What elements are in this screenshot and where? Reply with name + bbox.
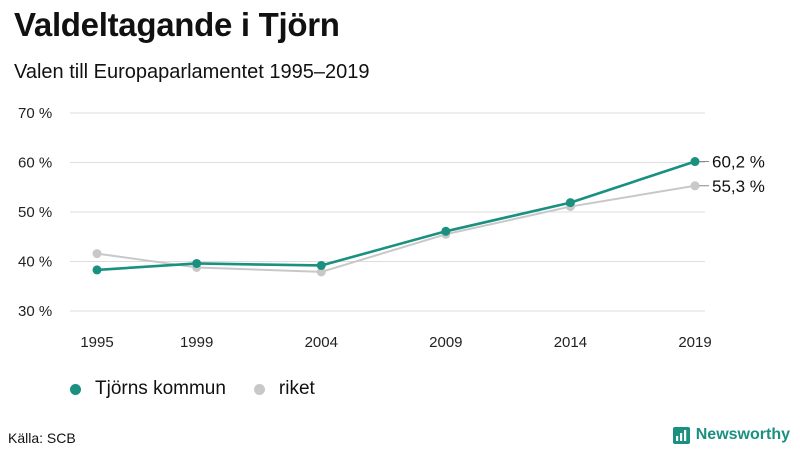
- data-point-riket: [92, 249, 102, 259]
- x-tick-label: 2014: [554, 334, 587, 351]
- legend-item-riket[interactable]: riket: [253, 378, 315, 400]
- y-tick-label: 60 %: [18, 155, 52, 172]
- x-tick-label: 2019: [678, 334, 711, 351]
- x-tick-label: 2009: [429, 334, 462, 351]
- chart-subtitle: Valen till Europaparlamentet 1995–2019: [14, 61, 370, 83]
- legend-label-riket: riket: [278, 378, 315, 399]
- data-point-tjorn: [690, 157, 700, 167]
- chart-title: Valdeltagande i Tjörn: [14, 6, 340, 43]
- end-label-tjorn: 60,2 %: [712, 153, 765, 172]
- y-tick-label: 50 %: [18, 204, 52, 221]
- data-point-tjorn: [316, 260, 326, 270]
- legend-marker-riket: [253, 383, 265, 395]
- brand-name: Newsworthy: [695, 426, 790, 443]
- legend-label-tjorn: Tjörns kommun: [95, 378, 226, 399]
- y-tick-label: 30 %: [18, 303, 52, 320]
- data-point-tjorn: [441, 226, 451, 236]
- newsworthy-logo-icon: [672, 426, 690, 444]
- data-point-tjorn: [92, 265, 102, 275]
- series-line-tjorn: [96, 160, 696, 272]
- y-tick-label: 70 %: [18, 105, 52, 122]
- source-note: Källa: SCB: [8, 430, 76, 446]
- data-point-tjorn: [192, 258, 202, 268]
- brand-logo[interactable]: Newsworthy: [672, 426, 790, 444]
- y-tick-label: 40 %: [18, 254, 52, 271]
- series-line-riket: [96, 184, 696, 273]
- end-label-riket: 55,3 %: [712, 177, 765, 196]
- x-tick-label: 1995: [80, 334, 113, 351]
- data-point-riket: [316, 267, 326, 277]
- x-tick-label: 1999: [180, 334, 213, 351]
- legend: Tjörns kommun riket: [70, 378, 343, 400]
- x-tick-label: 2004: [305, 334, 338, 351]
- data-point-tjorn: [565, 198, 575, 208]
- data-point-riket: [690, 181, 700, 191]
- legend-marker-tjorn: [70, 383, 81, 395]
- legend-item-tjorn[interactable]: Tjörns kommun: [70, 378, 226, 400]
